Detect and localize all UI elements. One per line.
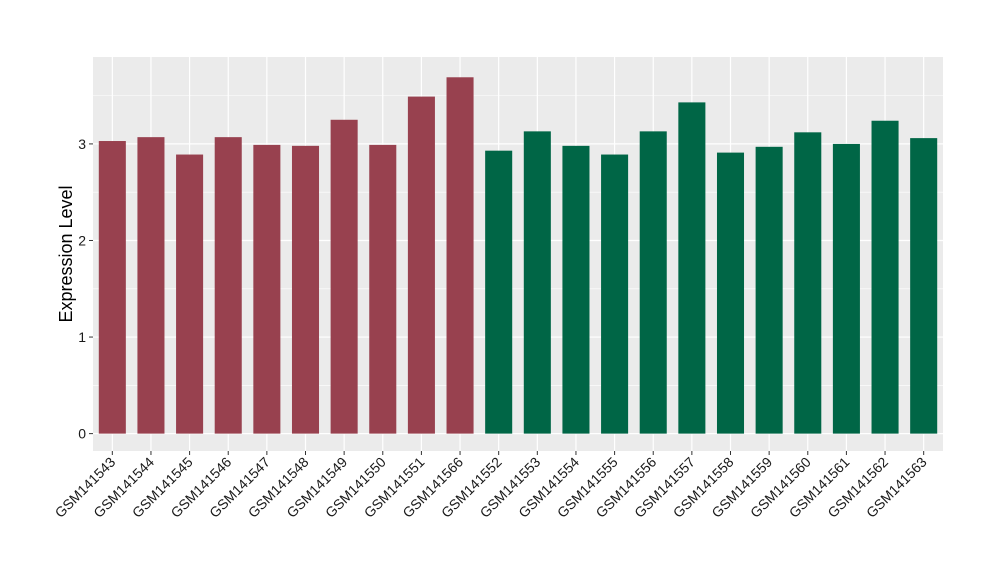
y-tick-label: 3: [78, 136, 86, 152]
bar-GSM141553: [523, 131, 551, 434]
bar-GSM141558: [716, 152, 745, 434]
bars: [98, 77, 938, 434]
bar-GSM141555: [601, 154, 629, 434]
bar-GSM141550: [369, 144, 397, 434]
bar-GSM141546: [214, 137, 242, 434]
y-tick-label: 1: [78, 329, 86, 345]
y-tick-label: 0: [78, 426, 86, 442]
bar-GSM141548: [291, 145, 320, 434]
bar-GSM141547: [253, 144, 281, 434]
bar-GSM141544: [137, 137, 165, 434]
bar-GSM141563: [910, 138, 938, 434]
bar-GSM141562: [871, 120, 899, 434]
bar-GSM141551: [407, 96, 435, 434]
bar-GSM141561: [832, 143, 860, 434]
bar-GSM141566: [446, 77, 474, 434]
y-axis: 0 1 2 3: [78, 136, 93, 442]
bar-GSM141556: [639, 131, 667, 434]
bar-GSM141559: [755, 146, 783, 434]
x-axis: GSM141543GSM141544GSM141545GSM141546GSM1…: [52, 451, 930, 521]
bar-GSM141560: [794, 132, 822, 434]
bar-GSM141549: [330, 119, 358, 434]
bar-GSM141545: [176, 154, 204, 434]
bar-GSM141557: [678, 102, 706, 434]
bar-GSM141554: [562, 145, 590, 434]
bar-GSM141543: [98, 141, 126, 434]
y-axis-title: Expression Level: [56, 185, 76, 322]
bar-GSM141552: [485, 150, 513, 434]
y-tick-label: 2: [78, 232, 86, 248]
